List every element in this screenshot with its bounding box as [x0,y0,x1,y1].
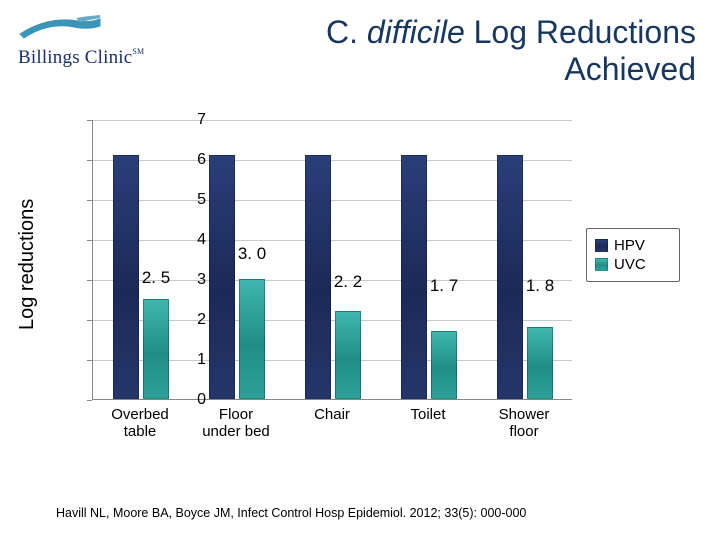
y-tick-label: 0 [170,391,206,409]
logo-swoosh-icon [18,14,102,40]
value-annotation: 3. 0 [238,244,266,264]
bar-uvc [143,299,169,399]
y-tick-label: 2 [170,311,206,329]
logo-sm: SM [132,47,144,56]
x-tick-label: Floor under bed [202,406,270,441]
legend-label-uvc: UVC [614,256,646,273]
slide-title: C. difficile Log Reductions Achieved [196,14,696,88]
bar-uvc [527,327,553,399]
value-annotation: 2. 2 [334,272,362,292]
gridline [93,120,572,121]
bar-hpv [113,155,139,399]
value-annotation: 1. 8 [526,276,554,296]
value-annotation: 2. 5 [142,268,170,288]
y-tick-mark [87,240,92,241]
y-tick-label: 6 [170,151,206,169]
y-axis-label: Log reductions [16,199,39,330]
legend-item-hpv: HPV [595,237,671,254]
bar-uvc [335,311,361,399]
y-tick-label: 3 [170,271,206,289]
y-tick-mark [87,360,92,361]
legend-swatch-hpv [595,239,608,252]
chart: 2. 53. 02. 21. 71. 8 HPV UVC 01234567Ove… [54,120,694,460]
x-tick-label: Chair [314,406,350,423]
x-tick-label: Shower floor [499,406,550,441]
legend-label-hpv: HPV [614,237,645,254]
y-tick-label: 1 [170,351,206,369]
bar-hpv [209,155,235,399]
y-tick-mark [87,400,92,401]
bar-hpv [401,155,427,399]
legend: HPV UVC [586,228,680,282]
citation: Havill NL, Moore BA, Boyce JM, Infect Co… [56,506,526,520]
title-italic: difficile [367,14,465,50]
bar-uvc [431,331,457,399]
x-tick-label: Overbed table [111,406,169,441]
bar-hpv [305,155,331,399]
title-rest: Log Reductions [465,14,696,50]
brand-logo: Billings ClinicSM [18,14,178,69]
legend-item-uvc: UVC [595,256,671,273]
y-tick-mark [87,120,92,121]
legend-swatch-uvc [595,258,608,271]
y-tick-mark [87,160,92,161]
y-tick-mark [87,280,92,281]
value-annotation: 1. 7 [430,276,458,296]
slide: Billings ClinicSM C. difficile Log Reduc… [0,0,720,540]
y-tick-label: 7 [170,111,206,129]
plot-area: 2. 5 3. 0 2. 2 1. 7 1. 8 [92,120,572,400]
y-tick-label: 5 [170,191,206,209]
x-tick-label: Toilet [410,406,445,423]
logo-text: Billings Clinic [18,47,132,68]
title-prefix: C. [326,14,367,50]
bar-hpv [497,155,523,399]
title-line2: Achieved [564,51,696,87]
y-tick-label: 4 [170,231,206,249]
bar-uvc [239,279,265,399]
y-tick-mark [87,320,92,321]
y-tick-mark [87,200,92,201]
